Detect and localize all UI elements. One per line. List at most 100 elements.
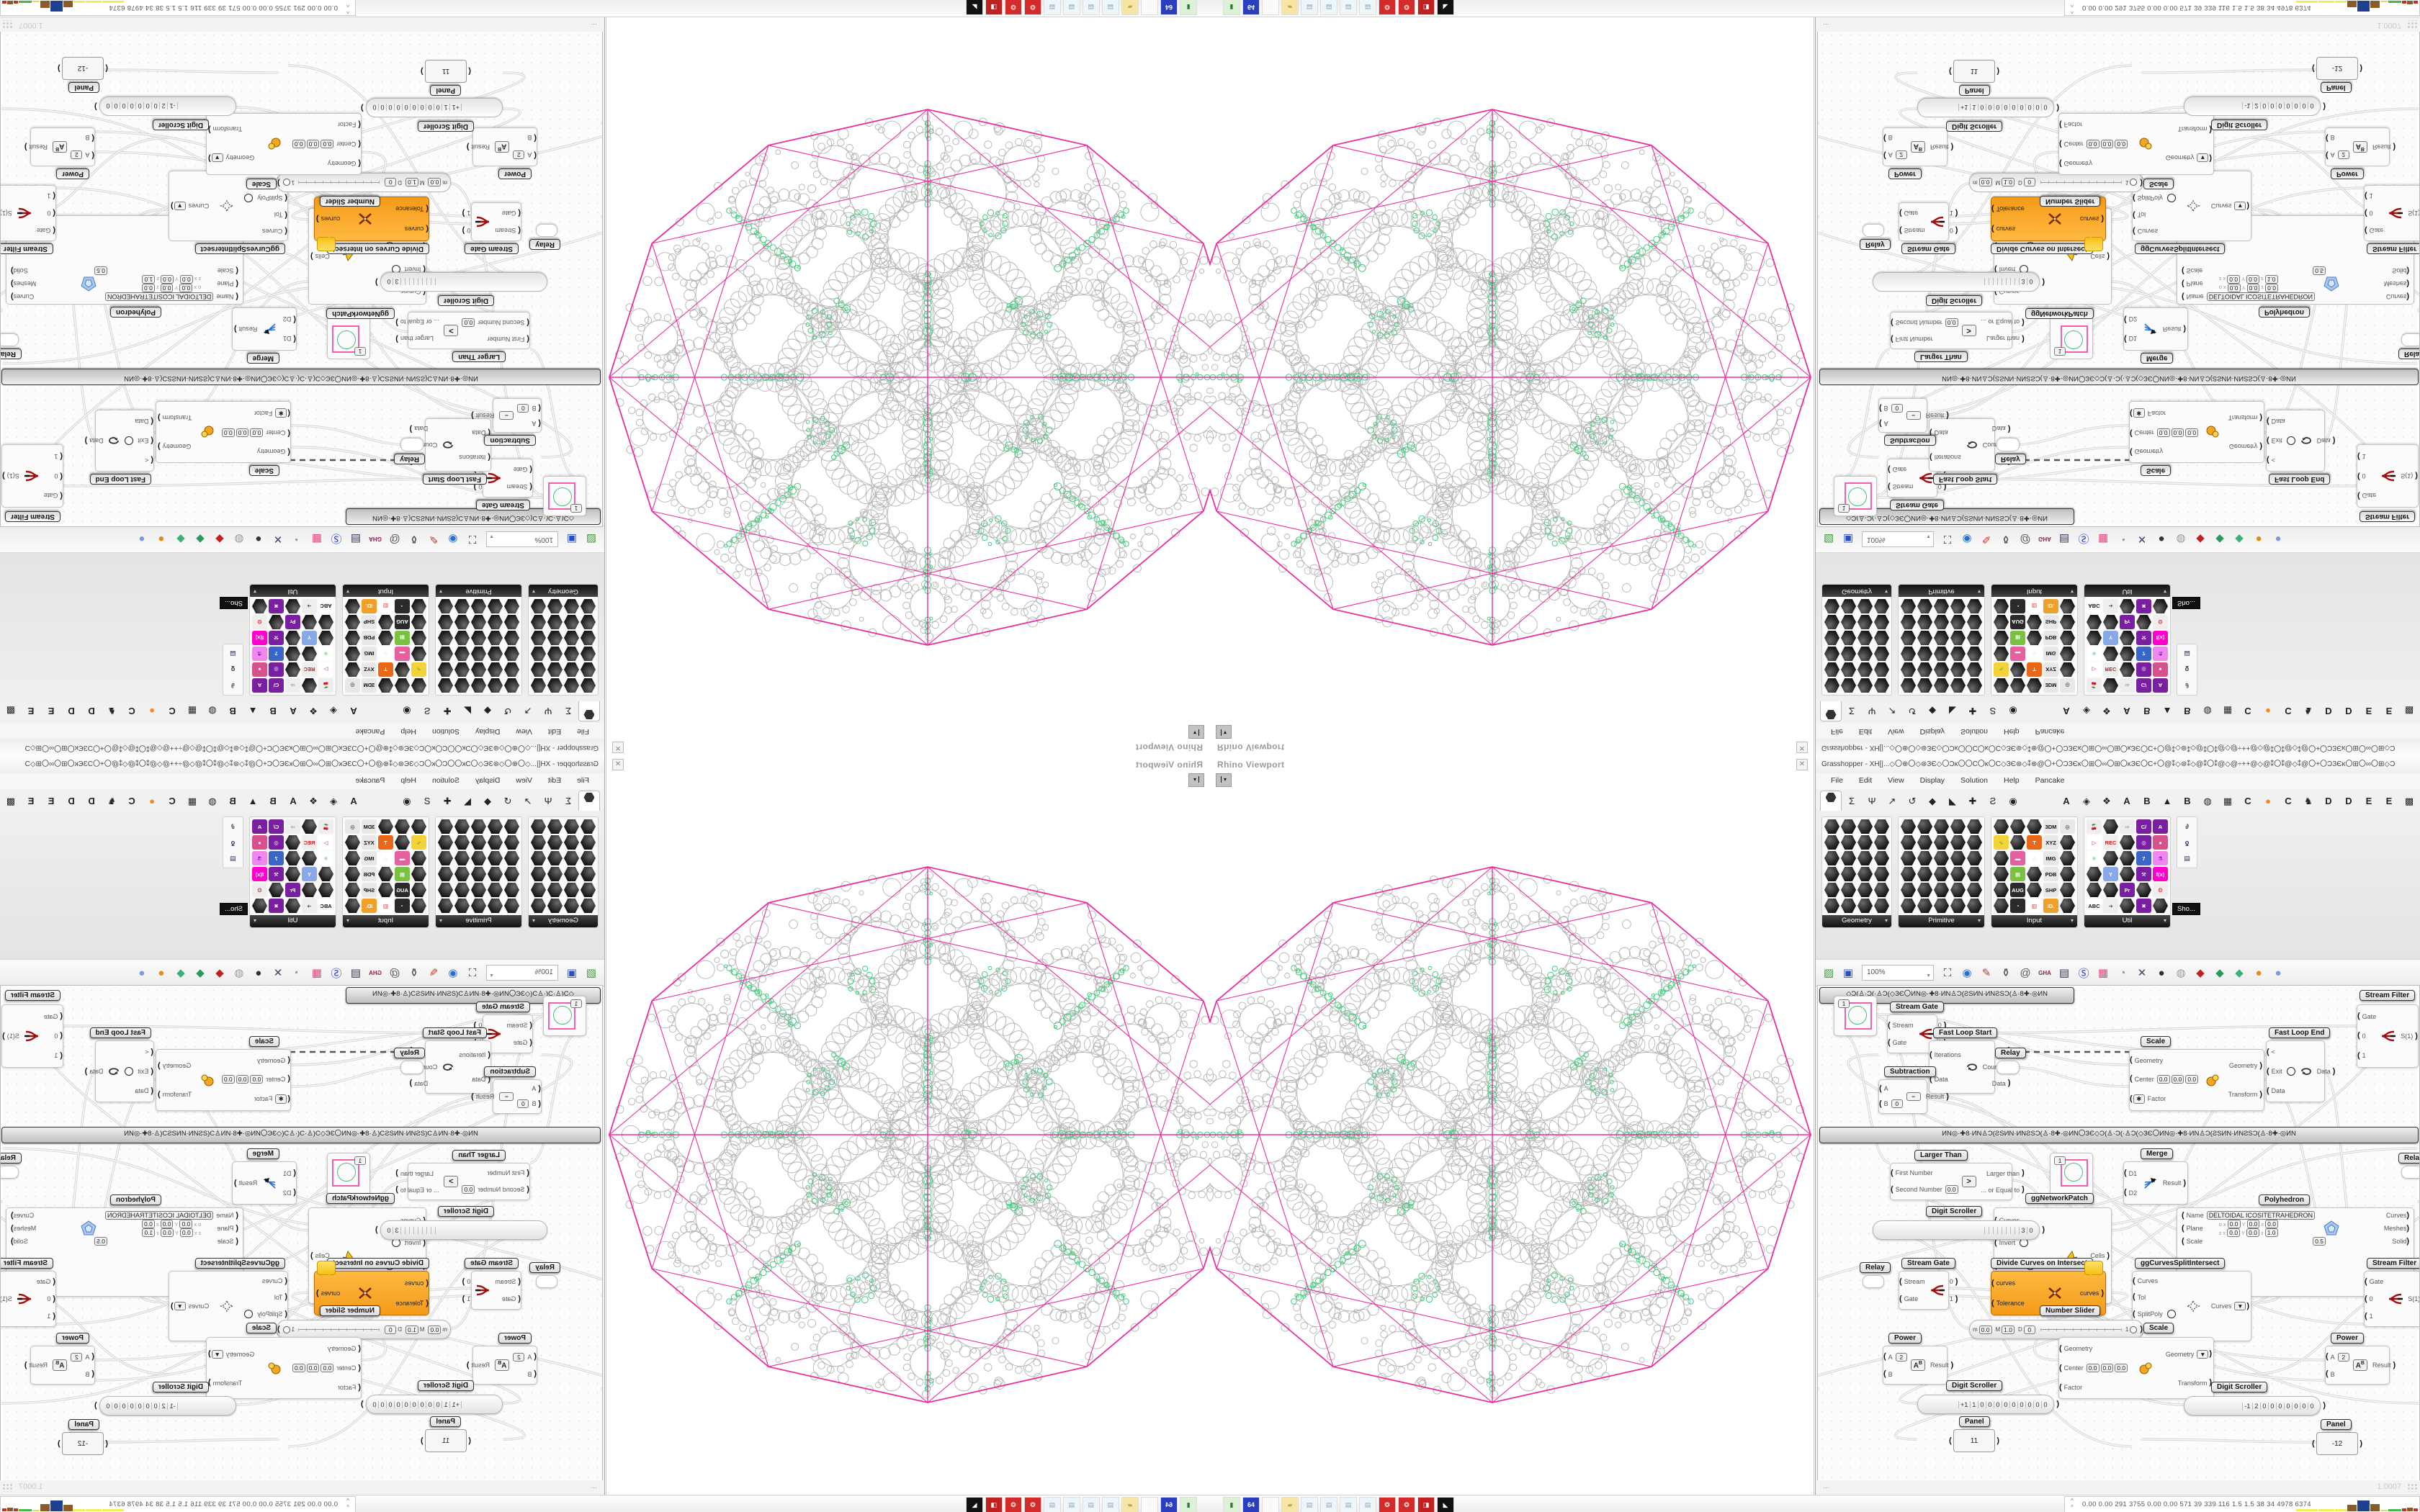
palette-icon[interactable]: ◌	[2027, 647, 2042, 661]
tab-plugin-12[interactable]: ♞	[107, 796, 116, 806]
balloon-button[interactable]: ◔	[2119, 966, 2126, 979]
palette-icon[interactable]	[1874, 678, 1889, 693]
port-Data[interactable]: (Data	[135, 417, 153, 426]
port-Gate[interactable]: (Gate	[36, 1277, 55, 1286]
palette-icon[interactable]	[564, 615, 579, 629]
chevron-down-icon[interactable]: ▾	[254, 917, 257, 924]
palette-icon[interactable]	[564, 662, 579, 677]
palette-icon[interactable]: 🍒	[2087, 678, 2102, 693]
chevron-down-icon[interactable]: ▾	[439, 588, 443, 595]
port-B[interactable]: (B	[2326, 134, 2335, 143]
palette-icon[interactable]	[1950, 851, 1966, 865]
cylinder-button[interactable]: ◍	[2176, 533, 2186, 545]
down-button[interactable]: ▼	[2234, 1302, 2246, 1310]
gh-canvas[interactable]: ◇Ɔ(♙·Ɔ(·♙Ɔ(◇ЗЄ〇ИN◎·✚8·ИN♙Ɔ(ƧSИN·ИNƧSƆ(♙·…	[1817, 30, 2420, 527]
palette-icon[interactable]: 7	[269, 647, 284, 661]
notepad-icon[interactable]: ▤	[1063, 1497, 1080, 1512]
tab-plugin-15[interactable]: E	[48, 706, 55, 716]
palette-icon[interactable]	[581, 851, 596, 865]
palette-icon[interactable]	[1874, 883, 1889, 897]
palette-icon[interactable]: ID.	[2043, 599, 2058, 613]
menu-item-view[interactable]: View	[516, 776, 532, 785]
palette-icon[interactable]	[411, 867, 426, 881]
palette-icon[interactable]: ▷	[318, 662, 333, 677]
tab-plugin-17[interactable]: ▩	[2404, 796, 2414, 806]
port-Result[interactable]: Result)	[1925, 411, 1949, 420]
tab-plugin-1[interactable]: ◈	[330, 706, 337, 716]
warning-balloon[interactable]	[2084, 1261, 2103, 1276]
tab-plugin-16[interactable]: E	[27, 706, 35, 716]
curve-param-node[interactable]: 1	[543, 996, 586, 1036]
palette-icon[interactable]	[1950, 662, 1966, 677]
port-Stream[interactable]: (Stream	[1899, 1277, 1925, 1286]
port-A[interactable]: (A	[532, 419, 541, 428]
port-Stream[interactable]: (Stream	[1888, 482, 1914, 492]
palette-icon[interactable]: ⚗	[2153, 647, 2168, 661]
gha-button[interactable]: GHA	[2038, 536, 2051, 543]
slider-knob[interactable]	[282, 179, 290, 186]
tab-icon-7[interactable]: Ƨ	[1989, 706, 1996, 716]
slider-track[interactable]	[298, 181, 380, 184]
palette-icon[interactable]	[1857, 851, 1873, 865]
palette-icon[interactable]	[471, 899, 486, 913]
palette-icon[interactable]: ✖	[269, 899, 284, 913]
palette-icon[interactable]: A	[2153, 678, 2168, 693]
palette-icon[interactable]	[2087, 615, 2102, 629]
red-badge-icon[interactable]: ❂	[1379, 1497, 1396, 1512]
port-Gate[interactable]: (Gate	[2357, 491, 2377, 500]
tab-icon-3[interactable]: ↺	[1908, 796, 1917, 806]
palette-icon[interactable]	[318, 631, 333, 645]
palette-icon[interactable]	[488, 599, 503, 613]
palette-icon[interactable]: ➜	[2103, 599, 2118, 613]
port-Tol[interactable]: (Tol	[274, 1292, 287, 1302]
palette-icon[interactable]	[345, 851, 360, 865]
palette-icon[interactable]: ▤	[2184, 854, 2190, 862]
palette-icon[interactable]: ⚗	[252, 851, 267, 865]
port-Factor[interactable]: (Factor	[2059, 1382, 2083, 1392]
port-B[interactable]: (B	[527, 134, 537, 143]
palette-icon[interactable]	[345, 662, 360, 677]
balloon-button[interactable]: ◔	[294, 966, 301, 979]
polyhedron-node[interactable]: (Name DELTOIDAL ICOSITETRAHEDRON Curves)(P…	[2177, 215, 2414, 305]
palette-icon[interactable]	[285, 631, 300, 645]
palette-icon[interactable]	[302, 647, 317, 661]
tab-plugin-4[interactable]: B	[2143, 796, 2151, 806]
palette-icon[interactable]	[454, 678, 470, 693]
chevron-down-icon[interactable]: ▼	[489, 973, 494, 978]
save-file-button[interactable]: ▣	[566, 967, 578, 979]
tab-plugin-5[interactable]: ▲	[248, 706, 258, 716]
port-A[interactable]: (A	[1879, 419, 1888, 428]
subtraction-node[interactable]: (A(B 0− Result)	[471, 1079, 542, 1114]
folder-icon[interactable]: ▰	[1121, 1497, 1139, 1512]
viewport-menu-button[interactable]: ▾	[1188, 725, 1204, 739]
red-gem-button[interactable]: ◆	[215, 967, 224, 979]
palette-icon[interactable]: ID.	[362, 599, 377, 613]
palette-icon[interactable]	[547, 631, 563, 645]
fox-icon[interactable]: ◣	[966, 1497, 983, 1512]
notepad-icon[interactable]: ▤	[1301, 1497, 1318, 1512]
number-slider-node[interactable]: m 0.0 M 1.0 D 0 1)	[1969, 1320, 2143, 1339]
scale-node[interactable]: (Geometry(Center 0.0 0.0 0.0(✱ Factor Geometr…	[2129, 401, 2264, 463]
palette-icon[interactable]	[395, 678, 410, 693]
save-file-button[interactable]: ▣	[566, 533, 578, 545]
menu-item-edit[interactable]: Edit	[547, 727, 562, 736]
menu-item-display[interactable]: Display	[1919, 727, 1945, 736]
palette-icon[interactable]	[1857, 899, 1873, 913]
palette-icon[interactable]	[285, 599, 300, 613]
port-First Number[interactable]: (First Number	[487, 1168, 529, 1177]
palette-icon[interactable]	[318, 883, 333, 897]
menu-item-file[interactable]: File	[577, 727, 589, 736]
palette-icon[interactable]: Y	[302, 631, 317, 645]
palette-icon[interactable]	[564, 819, 579, 834]
port-Curves[interactable]: (Curves	[261, 227, 287, 236]
palette-icon[interactable]	[581, 883, 596, 897]
palette-icon[interactable]	[1934, 662, 1949, 677]
port-Geometry[interactable]: (Geometry	[2059, 159, 2093, 168]
red-gem-button[interactable]: ◆	[215, 533, 224, 545]
palette-icon[interactable]: ◌	[2027, 851, 2042, 865]
merge-node[interactable]: (D1(D2 Result)	[2123, 1161, 2188, 1205]
port-Larger than[interactable]: Larger than)	[395, 1169, 434, 1177]
port-Result[interactable]: Result)	[466, 143, 490, 152]
